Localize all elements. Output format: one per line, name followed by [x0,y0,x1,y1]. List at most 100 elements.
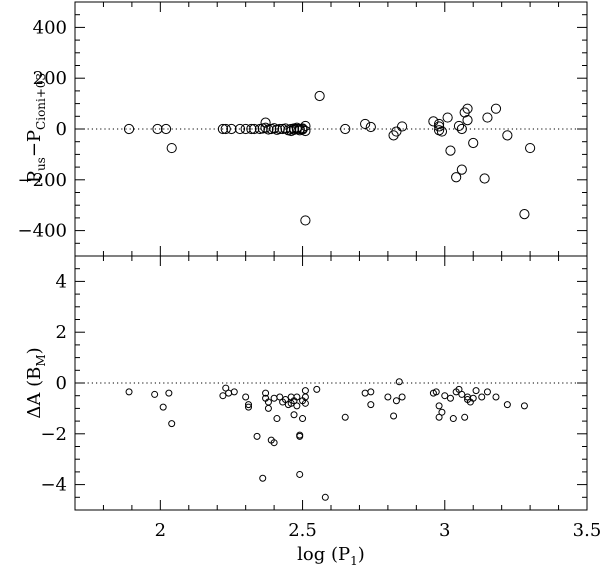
bottom-data-point [230,388,238,396]
top-data-point [456,123,467,135]
top-data-point [453,120,465,132]
top-data-point [240,123,251,135]
top-data-point [482,112,493,123]
top-ylabel-sub-b: Cioni+03 [34,73,48,130]
bottom-y-tick-label: 2 [56,322,67,343]
top-data-point [490,103,502,114]
bottom-data-point [492,393,500,401]
top-data-point [300,120,311,132]
x-tick-label: 3.5 [573,520,601,541]
bottom-data-point [398,393,406,401]
bottom-data-point [435,413,443,421]
top-data-point [459,107,470,118]
top-data-point [397,121,408,132]
bottom-data-point [262,389,270,397]
top-y-tick-label: 400 [33,17,67,38]
bottom-data-point [520,402,528,410]
bottom-y-tick-label: −4 [40,475,67,496]
top-data-point [388,130,399,141]
top-data-point [462,103,473,114]
bottom-data-point [455,385,463,393]
top-data-point [340,123,351,135]
top-y-tick-label: −400 [18,221,67,242]
bottom-y-tick-label: −2 [40,424,67,445]
top-data-point [246,123,257,135]
bottom-data-point [367,388,375,396]
bottom-data-point [151,390,159,398]
bottom-data-point [503,401,511,409]
bottom-data-point [446,394,454,402]
top-data-point [479,173,490,184]
bottom-panel: 4 2 0 −2 −4 2 2.5 3 3.5 [40,255,601,541]
x-tick-label: 3 [439,520,450,541]
bottom-ylabel: ΔA (BM) [24,347,48,418]
bottom-data-point [276,393,284,401]
top-data-point [249,123,260,135]
bottom-data-point [438,408,446,416]
x-axis-label-main: log (P [297,544,350,565]
bottom-data-point [483,388,491,396]
bottom-data-point [341,413,349,421]
bottom-data-point [270,394,278,402]
bottom-data-point [321,493,329,501]
bottom-data-point [361,389,369,397]
top-data-point [525,142,536,154]
bottom-data-point [458,390,466,398]
top-data-point [433,118,445,130]
top-data-point [152,123,163,135]
bottom-data-point [469,394,477,402]
bottom-data-point [225,389,233,397]
bottom-data-point [259,474,267,482]
bottom-data-point [313,385,321,393]
bottom-ylabel-close: ) [24,347,45,354]
bottom-data-point [159,403,167,411]
top-data-point [300,215,311,226]
bottom-data-point [273,415,281,423]
x-axis-label: log (P1) [297,544,365,568]
top-data-point [269,123,280,134]
bottom-data-point [245,403,253,411]
top-data-point [280,123,291,134]
top-data-point [468,137,479,149]
bottom-data-point [264,404,272,412]
top-data-point [260,122,271,133]
bottom-data-point [296,431,304,439]
top-data-point [433,121,445,132]
bottom-data-point [293,402,301,410]
x-axis-label-sub: 1 [350,554,358,568]
bottom-data-point [449,415,457,423]
bottom-data-point [222,384,230,392]
top-data-point [123,123,135,135]
bottom-data-point [168,420,176,428]
top-data-point [234,123,246,135]
top-data-point [220,123,231,135]
top-data-point [260,117,271,128]
bottom-data-point [301,387,309,395]
top-data-point [391,126,402,137]
top-data-point [365,121,376,133]
top-ylabel-minus: −P [24,130,45,157]
bottom-data-point [432,388,440,396]
top-data-point [445,145,456,156]
bottom-data-point [242,393,250,401]
bottom-data-point [395,378,403,386]
top-y-tick-label: −200 [18,170,67,191]
bottom-y-tick-label: 4 [56,271,67,292]
top-panel: 400 200 0 −200 −400 [18,1,588,257]
top-ylabel-main-a: P [24,171,45,183]
bottom-ylabel-sub: M [34,354,48,366]
bottom-data-point [441,392,449,400]
top-data-point [502,130,513,141]
bottom-data-point [264,398,272,406]
bottom-data-point [478,393,486,401]
top-data-point [226,123,237,135]
x-tick-label: 2.5 [288,520,317,541]
top-data-point [456,164,467,175]
bottom-data-point [472,387,480,395]
top-ylabel-sub-a: us [34,157,48,171]
bottom-data-point [125,388,133,396]
bottom-ylabel-main: ΔA (B [24,367,45,419]
bottom-data-point [219,392,227,400]
bottom-data-point [165,389,173,397]
